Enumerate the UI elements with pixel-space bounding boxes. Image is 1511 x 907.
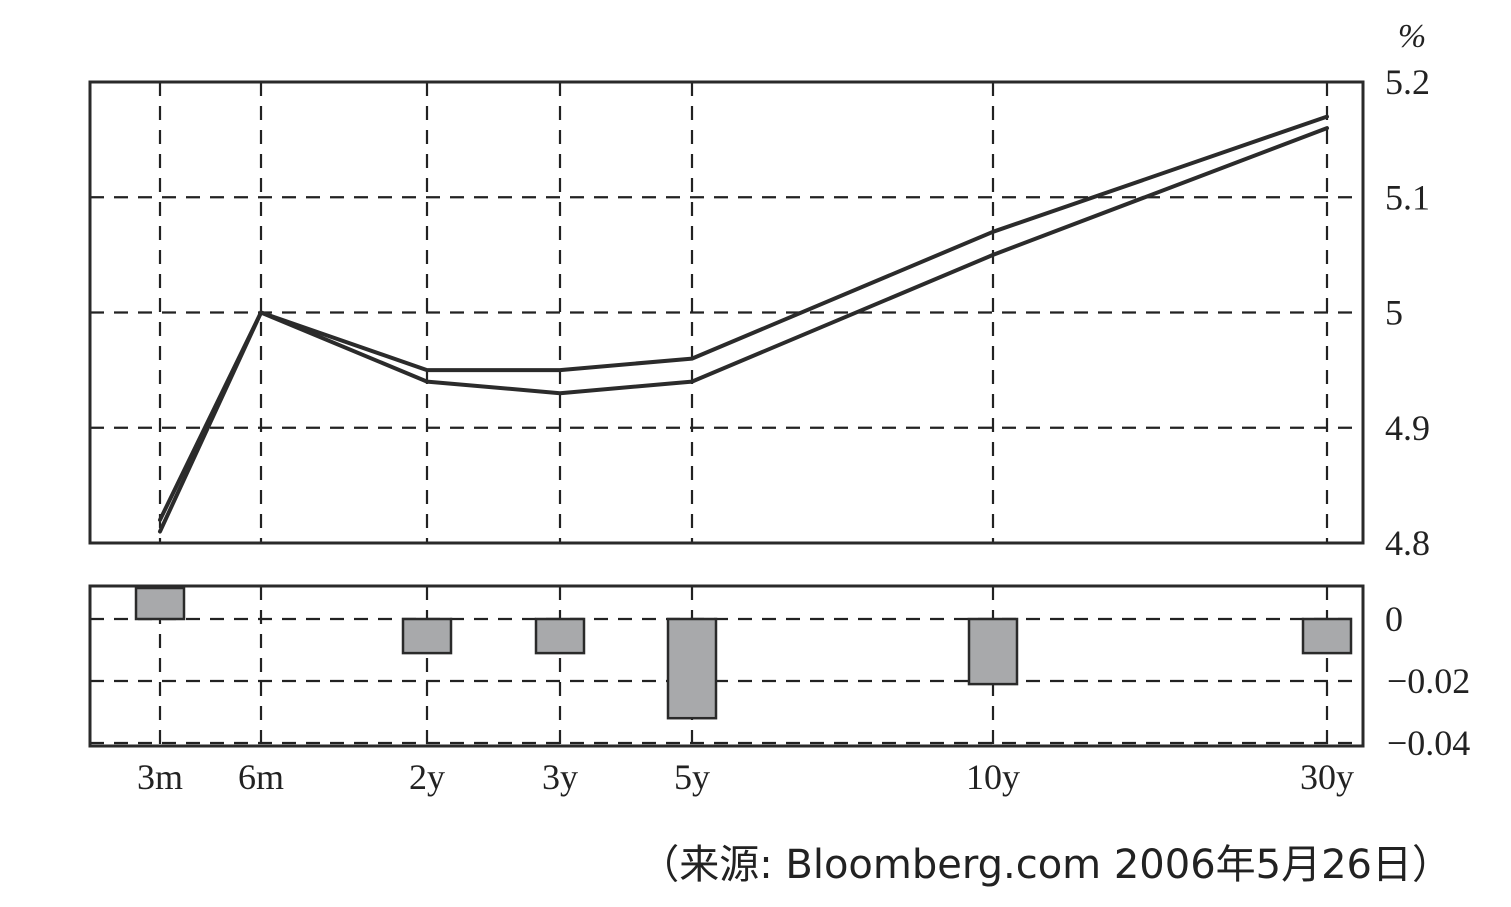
difference-bars <box>134 586 1353 720</box>
y-tick-label-top: 4.9 <box>1385 408 1430 448</box>
y-tick-label-bottom: −0.04 <box>1387 723 1470 763</box>
plot-frames <box>88 80 1365 748</box>
difference-bar-30y <box>1301 617 1353 655</box>
difference-bar-3y <box>534 617 586 655</box>
bottom-plot-frame <box>88 584 1365 748</box>
difference-bar-3m <box>134 586 186 621</box>
top-plot-frame <box>88 80 1365 545</box>
y-tick-label-top: 5.2 <box>1385 62 1430 102</box>
y-axis-unit-label: % <box>1398 18 1426 55</box>
x-tick-label-30y: 30y <box>1300 757 1354 797</box>
y-tick-label-bottom: −0.02 <box>1387 661 1470 701</box>
yield-curve-line-1 <box>158 114 1329 522</box>
x-tick-label-5y: 5y <box>674 757 710 797</box>
difference-bar-2y <box>401 617 453 655</box>
x-tick-label-2y: 2y <box>409 757 445 797</box>
yield-curve-line-2 <box>158 126 1329 534</box>
y-tick-label-top: 5 <box>1385 293 1403 333</box>
x-tick-label-3m: 3m <box>137 757 183 797</box>
y-tick-label-top: 5.1 <box>1385 177 1430 217</box>
y-tick-label-bottom: 0 <box>1385 599 1403 639</box>
yield-curve-lines <box>158 114 1329 534</box>
difference-bar-10y <box>967 617 1019 686</box>
x-tick-label-10y: 10y <box>966 757 1020 797</box>
grid-lines <box>90 82 1363 746</box>
x-tick-label-6m: 6m <box>238 757 284 797</box>
axis-labels: 4.8 4.9 5 5.1 5.2 0 −0.02 −0.04 3m 6m 2y 3y 5y 10y 30y <box>137 62 1470 797</box>
y-tick-label-top: 4.8 <box>1385 523 1430 563</box>
x-tick-label-3y: 3y <box>542 757 578 797</box>
difference-bar-5y <box>666 617 718 720</box>
source-caption: （来源: Bloomberg.com 2006年5月26日） <box>639 842 1452 888</box>
